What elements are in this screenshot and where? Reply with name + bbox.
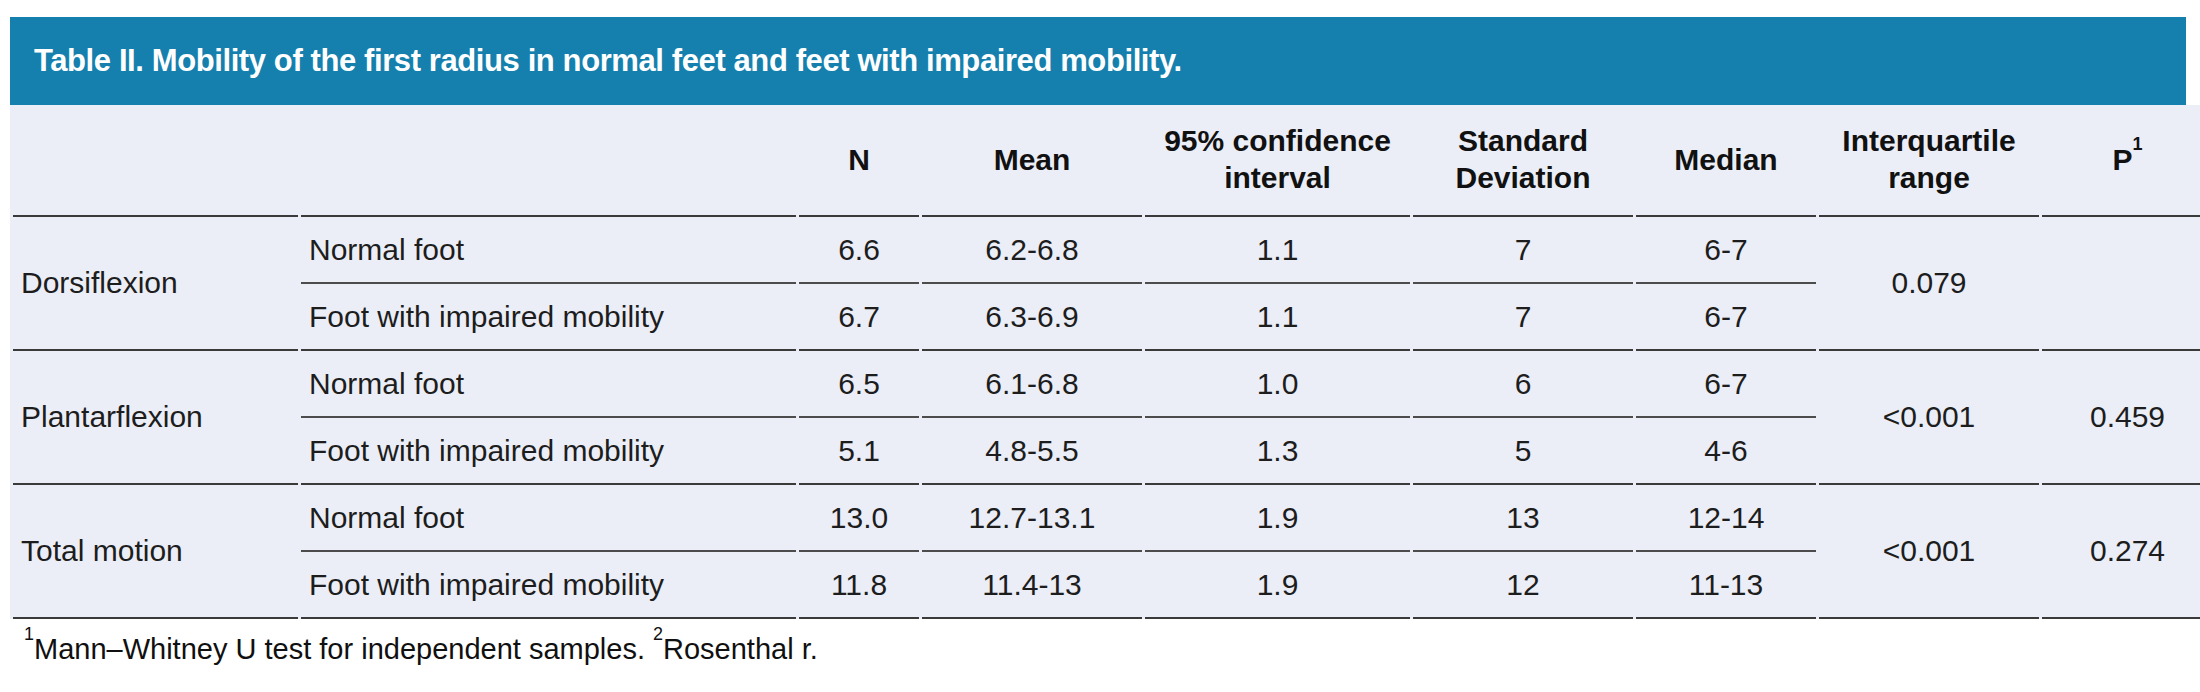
- footnote-text-2: Rosenthal r.: [663, 633, 818, 665]
- cell-mean: 6.2-6.8: [922, 217, 1142, 284]
- p-label: P: [2112, 143, 2132, 176]
- group-label-cell: Plantarflexion: [13, 351, 298, 485]
- cell-sd: 7: [1413, 217, 1633, 284]
- cell-median: 6-7: [1636, 351, 1816, 418]
- col-header-empty-group: [13, 105, 298, 217]
- cell-n: 5.1: [799, 418, 919, 485]
- cell-ci: 1.1: [1145, 217, 1410, 284]
- cell-median: 6-7: [1636, 217, 1816, 284]
- condition-cell: Normal foot: [301, 217, 796, 284]
- col-header-ci: 95% confidence interval: [1145, 105, 1410, 217]
- cell-median: 6-7: [1636, 284, 1816, 351]
- col-header-iqr: Interquartile range: [1819, 105, 2039, 217]
- cell-sd: 12: [1413, 552, 1633, 619]
- cell-p: 0.459: [2042, 351, 2200, 485]
- col-header-p: P1: [2042, 105, 2200, 217]
- table-figure: Table II. Mobility of the first radius i…: [10, 17, 2186, 666]
- cell-ci: 1.9: [1145, 552, 1410, 619]
- cell-ci: 1.1: [1145, 284, 1410, 351]
- table-row: Plantarflexion Normal foot 6.5 6.1-6.8 1…: [13, 351, 2200, 418]
- cell-mean: 12.7-13.1: [922, 485, 1142, 552]
- cell-mean: 6.3-6.9: [922, 284, 1142, 351]
- col-header-median: Median: [1636, 105, 1816, 217]
- header-row: N Mean 95% confidence interval Standard …: [13, 105, 2200, 217]
- table-title-banner: Table II. Mobility of the first radius i…: [10, 17, 2186, 105]
- col-header-n: N: [799, 105, 919, 217]
- footnote: 1Mann–Whitney U test for independent sam…: [24, 633, 2186, 666]
- col-header-mean: Mean: [922, 105, 1142, 217]
- cell-median: 11-13: [1636, 552, 1816, 619]
- cell-sd: 6: [1413, 351, 1633, 418]
- cell-n: 6.7: [799, 284, 919, 351]
- cell-ci: 1.3: [1145, 418, 1410, 485]
- cell-ci: 1.9: [1145, 485, 1410, 552]
- footnote-superscript-1: 1: [24, 624, 34, 644]
- cell-median: 12-14: [1636, 485, 1816, 552]
- cell-n: 13.0: [799, 485, 919, 552]
- condition-cell: Foot with impaired mobility: [301, 552, 796, 619]
- cell-sd: 5: [1413, 418, 1633, 485]
- footnote-text-1: Mann–Whitney U test for independent samp…: [34, 633, 653, 665]
- condition-cell: Foot with impaired mobility: [301, 418, 796, 485]
- cell-p: [2042, 217, 2200, 351]
- cell-n: 6.6: [799, 217, 919, 284]
- p-superscript: 1: [2133, 134, 2143, 154]
- condition-cell: Normal foot: [301, 485, 796, 552]
- cell-n: 11.8: [799, 552, 919, 619]
- table-row: Dorsiflexion Normal foot 6.6 6.2-6.8 1.1…: [13, 217, 2200, 284]
- cell-iqr: <0.001: [1819, 351, 2039, 485]
- cell-mean: 11.4-13: [922, 552, 1142, 619]
- mobility-table: N Mean 95% confidence interval Standard …: [10, 105, 2200, 619]
- condition-cell: Foot with impaired mobility: [301, 284, 796, 351]
- cell-mean: 4.8-5.5: [922, 418, 1142, 485]
- table-title: Table II. Mobility of the first radius i…: [10, 43, 1182, 79]
- col-header-empty-condition: [301, 105, 796, 217]
- group-label-cell: Total motion: [13, 485, 298, 619]
- cell-n: 6.5: [799, 351, 919, 418]
- footnote-superscript-2: 2: [653, 624, 663, 644]
- cell-iqr: <0.001: [1819, 485, 2039, 619]
- figure-sheet: Table II. Mobility of the first radius i…: [0, 0, 2200, 692]
- condition-cell: Normal foot: [301, 351, 796, 418]
- col-header-sd: Standard Deviation: [1413, 105, 1633, 217]
- cell-sd: 13: [1413, 485, 1633, 552]
- cell-p: 0.274: [2042, 485, 2200, 619]
- cell-median: 4-6: [1636, 418, 1816, 485]
- cell-ci: 1.0: [1145, 351, 1410, 418]
- cell-sd: 7: [1413, 284, 1633, 351]
- cell-iqr: 0.079: [1819, 217, 2039, 351]
- table-row: Total motion Normal foot 13.0 12.7-13.1 …: [13, 485, 2200, 552]
- cell-mean: 6.1-6.8: [922, 351, 1142, 418]
- group-label-cell: Dorsiflexion: [13, 217, 298, 351]
